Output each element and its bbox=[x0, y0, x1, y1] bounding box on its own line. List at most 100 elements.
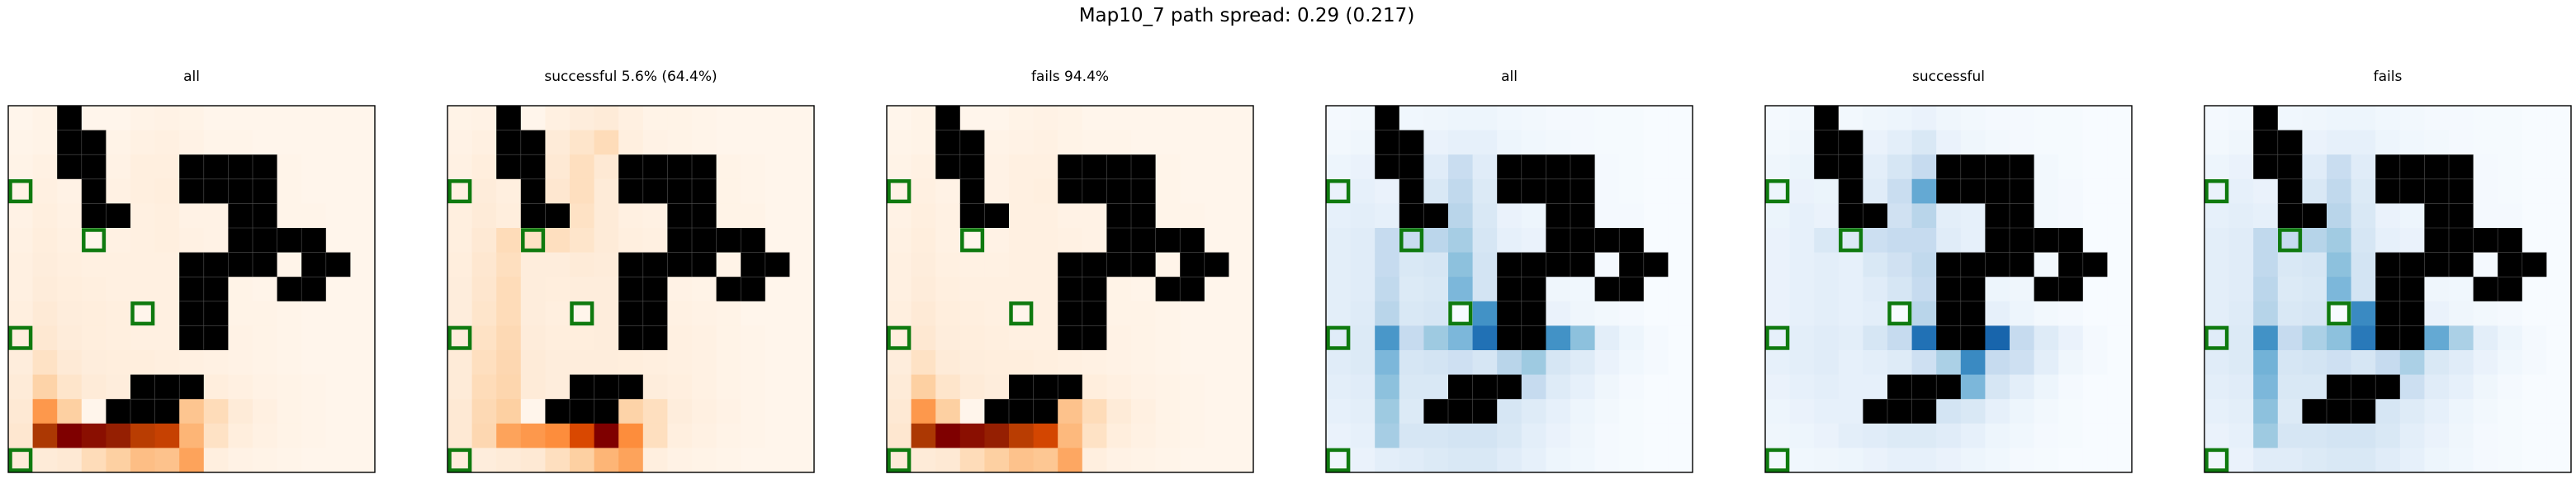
obstacle-cell bbox=[203, 277, 229, 302]
obstacle-cell bbox=[1497, 374, 1522, 400]
heat-cell bbox=[2277, 423, 2303, 448]
heat-cell bbox=[2546, 448, 2572, 473]
heat-cell bbox=[496, 399, 522, 424]
heat-cell bbox=[471, 228, 497, 253]
obstacle-cell bbox=[1155, 228, 1181, 253]
heat-cell bbox=[154, 252, 180, 277]
heat-cell bbox=[1814, 399, 1840, 424]
heat-cell bbox=[2522, 228, 2547, 253]
obstacle-cell bbox=[1570, 228, 1595, 253]
heat-cell bbox=[2399, 423, 2425, 448]
heat-cell bbox=[106, 106, 131, 130]
obstacle-cell bbox=[1985, 154, 2010, 180]
heat-cell bbox=[911, 301, 936, 326]
heat-cell bbox=[1521, 106, 1546, 130]
heat-cell bbox=[520, 252, 546, 277]
heat-cell bbox=[1180, 178, 1205, 204]
heat-cell bbox=[789, 277, 815, 302]
heat-cell bbox=[594, 228, 619, 253]
heat-cell bbox=[2253, 301, 2279, 326]
heat-cell bbox=[1472, 228, 1498, 253]
heat-cell bbox=[1863, 106, 1888, 130]
heat-cell bbox=[496, 203, 522, 229]
heat-cell bbox=[741, 374, 766, 400]
heat-cell bbox=[1131, 277, 1156, 302]
obstacle-cell bbox=[2302, 399, 2327, 424]
obstacle-cell bbox=[1546, 154, 1571, 180]
heat-cell bbox=[2034, 374, 2059, 400]
heat-cell bbox=[520, 423, 546, 448]
heat-cell bbox=[130, 106, 155, 130]
heat-cell bbox=[2082, 203, 2108, 229]
heat-cell bbox=[1911, 130, 1937, 155]
heat-cell bbox=[2302, 228, 2327, 253]
heat-cell bbox=[1423, 374, 1449, 400]
obstacle-cell bbox=[1546, 178, 1571, 204]
heat-cell bbox=[57, 301, 83, 326]
heat-cell bbox=[594, 277, 619, 302]
obstacle-cell bbox=[959, 154, 985, 180]
obstacle-cell bbox=[2327, 399, 2351, 424]
obstacle-cell bbox=[179, 154, 205, 180]
heat-cell bbox=[57, 228, 83, 253]
obstacle-cell bbox=[1131, 154, 1156, 180]
heat-cell bbox=[57, 448, 83, 473]
heat-cell bbox=[2107, 203, 2133, 229]
heat-cell bbox=[2058, 350, 2084, 375]
heat-cell bbox=[1985, 448, 2010, 473]
heat-cell bbox=[1082, 228, 1107, 253]
heat-cell bbox=[325, 423, 351, 448]
heat-cell bbox=[1472, 423, 1498, 448]
heat-cell bbox=[765, 399, 790, 424]
heat-cell bbox=[81, 374, 107, 400]
heat-cell bbox=[2449, 374, 2474, 400]
heat-cell bbox=[1350, 106, 1376, 130]
heat-cell bbox=[496, 448, 522, 473]
heat-cell bbox=[1570, 350, 1595, 375]
heat-cell bbox=[667, 448, 693, 473]
heat-cell bbox=[1911, 154, 1937, 180]
heat-cell bbox=[618, 399, 644, 424]
heat-cell bbox=[253, 350, 277, 375]
heat-cell bbox=[1887, 423, 1912, 448]
heat-cell bbox=[2399, 228, 2425, 253]
obstacle-cell bbox=[81, 154, 107, 180]
heat-cell bbox=[2522, 203, 2547, 229]
heat-cell bbox=[2010, 130, 2034, 155]
heat-cell bbox=[2107, 374, 2133, 400]
heat-cell bbox=[32, 277, 58, 302]
heat-cell bbox=[350, 325, 376, 351]
obstacle-cell bbox=[1448, 399, 1473, 424]
heat-cell bbox=[2351, 154, 2376, 180]
heat-cell bbox=[1887, 154, 1912, 180]
heat-cell bbox=[2010, 325, 2034, 351]
heat-cell bbox=[2302, 154, 2327, 180]
heat-cell bbox=[8, 423, 33, 448]
heat-cell bbox=[2327, 203, 2351, 229]
obstacle-cell bbox=[2058, 228, 2084, 253]
heat-cell bbox=[2082, 154, 2108, 180]
heat-cell bbox=[2204, 203, 2229, 229]
heat-cell bbox=[716, 154, 741, 180]
heat-cell bbox=[1472, 350, 1498, 375]
heat-cell bbox=[594, 448, 619, 473]
obstacle-cell bbox=[2010, 252, 2034, 277]
heat-cell bbox=[2204, 277, 2229, 302]
heat-cell bbox=[2082, 301, 2108, 326]
heat-cell bbox=[1155, 325, 1181, 351]
heat-cell bbox=[1521, 423, 1546, 448]
obstacle-cell bbox=[2277, 154, 2303, 180]
heat-cell bbox=[2449, 277, 2474, 302]
heat-cell bbox=[325, 374, 351, 400]
obstacle-cell bbox=[1985, 178, 2010, 204]
heat-cell bbox=[1814, 423, 1840, 448]
heat-cell bbox=[106, 154, 131, 180]
heat-cell bbox=[1131, 106, 1156, 130]
obstacle-cell bbox=[179, 277, 205, 302]
obstacle-cell bbox=[1497, 301, 1522, 326]
heat-cell bbox=[471, 301, 497, 326]
obstacle-cell bbox=[1497, 178, 1522, 204]
waypoint-marker bbox=[1839, 228, 1863, 253]
heat-cell bbox=[1668, 106, 1693, 130]
heat-cell bbox=[765, 130, 790, 155]
